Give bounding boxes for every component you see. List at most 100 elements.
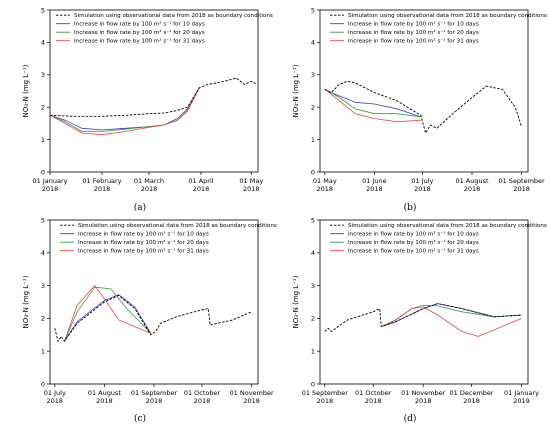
x-tick-label: 01 May [313,177,337,185]
x-tick-year: 2018 [243,397,260,405]
x-tick-label: 01 August [88,389,122,397]
panel-label: (a) [134,202,146,213]
legend-entry-s31: Increase in flow rate by 100 m³ s⁻¹ for … [348,248,479,255]
series-line-s31 [49,87,200,136]
panel-label: (b) [404,202,417,213]
legend-entry-base: Simulation using observational data from… [348,13,547,19]
series-line-s31 [381,306,522,337]
y-tick-label: 2 [311,315,315,323]
legend-entry-base: Simulation using observational data from… [78,223,277,229]
x-tick-year: 2018 [42,185,59,193]
x-tick-year: 2018 [513,185,530,193]
x-tick-year: 2018 [94,185,111,193]
x-tick-label: 01 November [401,389,445,397]
x-tick-label: 01 September [498,177,545,185]
y-tick-label: 5 [311,6,315,14]
y-tick-label: 4 [311,249,315,257]
series-line-s10 [49,87,200,131]
x-tick-year: 2018 [414,185,431,193]
x-tick-year: 2018 [47,397,64,405]
x-tick-label: 01 October [184,389,221,397]
legend-entry-base: Simulation using observational data from… [348,223,547,229]
y-tick-label: 1 [41,348,45,356]
series-line-base [324,303,522,332]
series-line-s31 [324,89,421,123]
x-tick-year: 2018 [463,397,480,405]
y-tick-label: 0 [41,168,45,176]
y-axis-label: NO₃-N (mg L⁻¹) [22,275,30,328]
legend-entry-s20: Increase in flow rate by 100 m³ s⁻¹ for … [78,239,209,246]
x-tick-year: 2018 [193,185,210,193]
y-axis-label: NO₃-N (mg L⁻¹) [292,64,300,117]
panel-label: (d) [404,413,417,424]
y-tick-label: 1 [311,136,315,144]
x-tick-year: 2018 [141,185,158,193]
series-line-base [49,77,257,117]
x-tick-label: 01 May [239,177,263,185]
y-axis-label: NO₃-N (mg L⁻¹) [22,64,30,117]
legend-entry-s31: Increase in flow rate by 100 m³ s⁻¹ for … [348,38,479,45]
y-tick-label: 0 [41,380,45,388]
plot-frame [319,9,529,173]
legend-entry-s10: Increase in flow rate by 100 m³ s⁻¹ for … [74,21,205,28]
y-tick-label: 2 [41,315,45,323]
x-tick-label: 01 July [411,177,433,185]
x-tick-year: 2018 [194,397,211,405]
x-tick-label: 01 January [33,177,68,185]
x-tick-label: 01 October [355,389,392,397]
legend-entry-s31: Increase in flow rate by 100 m³ s⁻¹ for … [74,38,205,45]
y-tick-label: 2 [311,104,315,112]
y-tick-label: 3 [311,71,315,79]
y-tick-label: 3 [41,282,45,290]
x-tick-year: 2018 [243,185,260,193]
x-tick-label: 01 December [450,389,494,397]
y-tick-label: 3 [41,71,45,79]
y-axis-label: NO₃-N (mg L⁻¹) [292,275,300,328]
x-tick-label: 01 February [82,177,121,185]
x-tick-year: 2018 [415,397,432,405]
series-line-s10 [64,294,152,342]
y-tick-label: 2 [41,104,45,112]
x-tick-year: 2018 [317,185,334,193]
x-tick-label: 01 September [131,389,178,397]
y-tick-label: 4 [311,39,315,47]
y-tick-label: 5 [311,216,315,224]
y-tick-label: 1 [41,136,45,144]
legend-entry-s20: Increase in flow rate by 100 m³ s⁻¹ for … [74,29,205,36]
legend-entry-base: Simulation using observational data from… [74,13,273,19]
y-tick-label: 0 [311,168,315,176]
plot-frame [49,9,259,173]
plot-frame [319,219,529,385]
x-tick-year: 2018 [464,185,481,193]
y-tick-label: 3 [311,282,315,290]
y-tick-label: 5 [41,6,45,14]
series-line-s20 [49,87,200,132]
x-tick-label: 01 June [362,177,387,185]
x-tick-label: 01 April [188,177,213,185]
x-tick-label: 01 March [134,177,164,185]
legend-entry-s20: Increase in flow rate by 100 m³ s⁻¹ for … [348,239,479,246]
legend-entry-s10: Increase in flow rate by 100 m³ s⁻¹ for … [348,21,479,28]
legend-entry-s10: Increase in flow rate by 100 m³ s⁻¹ for … [348,231,479,238]
x-tick-year: 2018 [317,397,334,405]
legend-entry-s31: Increase in flow rate by 100 m³ s⁻¹ for … [78,248,209,255]
x-tick-year: 2018 [366,185,383,193]
x-tick-label: 01 July [44,389,66,397]
x-tick-label: 01 November [230,389,274,397]
x-tick-year: 2018 [96,397,113,405]
legend-entry-s20: Increase in flow rate by 100 m³ s⁻¹ for … [348,29,479,36]
series-line-s20 [381,304,522,327]
y-tick-label: 1 [311,348,315,356]
series-line-s20 [324,89,421,118]
y-tick-label: 5 [41,216,45,224]
x-tick-year: 2019 [513,397,530,405]
x-tick-year: 2018 [365,397,382,405]
series-line-s10 [324,89,421,118]
series-line-base [54,294,252,342]
y-tick-label: 4 [41,249,45,257]
series-line-base [324,80,523,134]
